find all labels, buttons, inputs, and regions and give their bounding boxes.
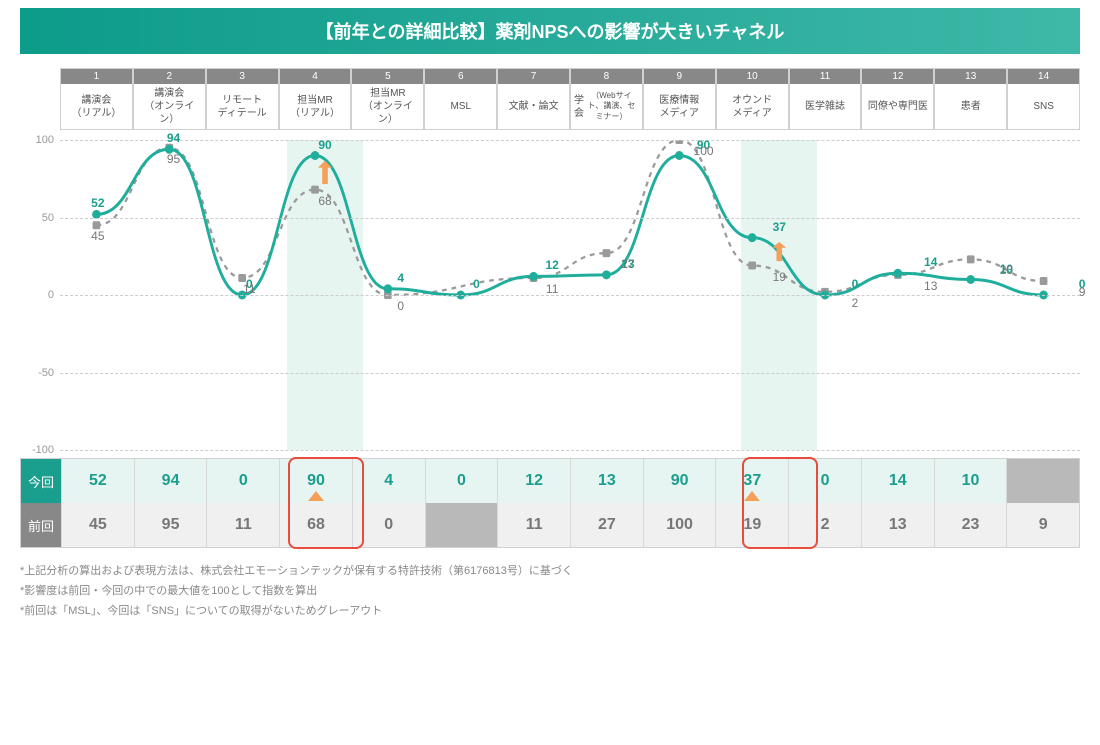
table-cell: 2 (788, 503, 861, 547)
table-cell: 13 (861, 503, 934, 547)
row-header-current: 今回 (21, 459, 61, 503)
table-cell: 90 (643, 459, 716, 503)
header-cell: 9医療情報メディア (643, 68, 716, 130)
table-row-current: 今回 5294090401213903701410 (21, 459, 1079, 503)
table-cell: 27 (570, 503, 643, 547)
header-cell: 5担当MR（オンライン） (351, 68, 424, 130)
table-cell: 68 (279, 503, 352, 547)
table-cell: 0 (425, 459, 498, 503)
data-table: 今回 5294090401213903701410 前回 45951168011… (20, 458, 1080, 548)
header-cell: 4担当MR（リアル） (279, 68, 352, 130)
header-cell: 12同僚や専門医 (861, 68, 934, 130)
row-header-previous: 前回 (21, 503, 61, 547)
table-cell: 95 (134, 503, 207, 547)
table-cell: 10 (934, 459, 1007, 503)
footnotes: *上記分析の算出および表現方法は、株式会社エモーションテックが保有する特許技術（… (20, 562, 1080, 621)
table-cell: 0 (352, 503, 425, 547)
table-row-previous: 前回 459511680112710019213239 (21, 503, 1079, 547)
table-cell: 14 (861, 459, 934, 503)
table-cell (425, 503, 498, 547)
table-cell: 11 (497, 503, 570, 547)
header-cell: 8学会（Webサイト、講演、セミナー） (570, 68, 643, 130)
header-cell: 3リモートディテール (206, 68, 279, 130)
header-cell: 6MSL (424, 68, 497, 130)
table-cell: 100 (643, 503, 716, 547)
table-cell: 13 (570, 459, 643, 503)
header-cell: 11医学雑誌 (789, 68, 862, 130)
table-cell: 9 (1006, 503, 1079, 547)
table-cell: 4 (352, 459, 425, 503)
header-cell: 2講演会（オンライン） (133, 68, 206, 130)
table-cell: 37 (715, 459, 788, 503)
header-cell: 7文献・論文 (497, 68, 570, 130)
header-cell: 1講演会（リアル） (60, 68, 133, 130)
header-cell: 13患者 (934, 68, 1007, 130)
header-cell: 14SNS (1007, 68, 1080, 130)
table-cell: 94 (134, 459, 207, 503)
table-cell: 0 (788, 459, 861, 503)
table-cell: 90 (279, 459, 352, 503)
table-cell: 12 (497, 459, 570, 503)
page-title: 【前年との詳細比較】薬剤NPSへの影響が大きいチャネル (20, 8, 1080, 54)
table-cell: 19 (715, 503, 788, 547)
table-cell: 11 (206, 503, 279, 547)
table-cell: 45 (61, 503, 134, 547)
line-chart: 100500-50-100 52940904012139037014100459… (60, 140, 1080, 450)
table-cell (1006, 459, 1079, 503)
column-headers: 1講演会（リアル）2講演会（オンライン）3リモートディテール4担当MR（リアル）… (60, 68, 1080, 130)
table-cell: 23 (934, 503, 1007, 547)
header-cell: 10オウンドメディア (716, 68, 789, 130)
table-cell: 0 (206, 459, 279, 503)
table-cell: 52 (61, 459, 134, 503)
